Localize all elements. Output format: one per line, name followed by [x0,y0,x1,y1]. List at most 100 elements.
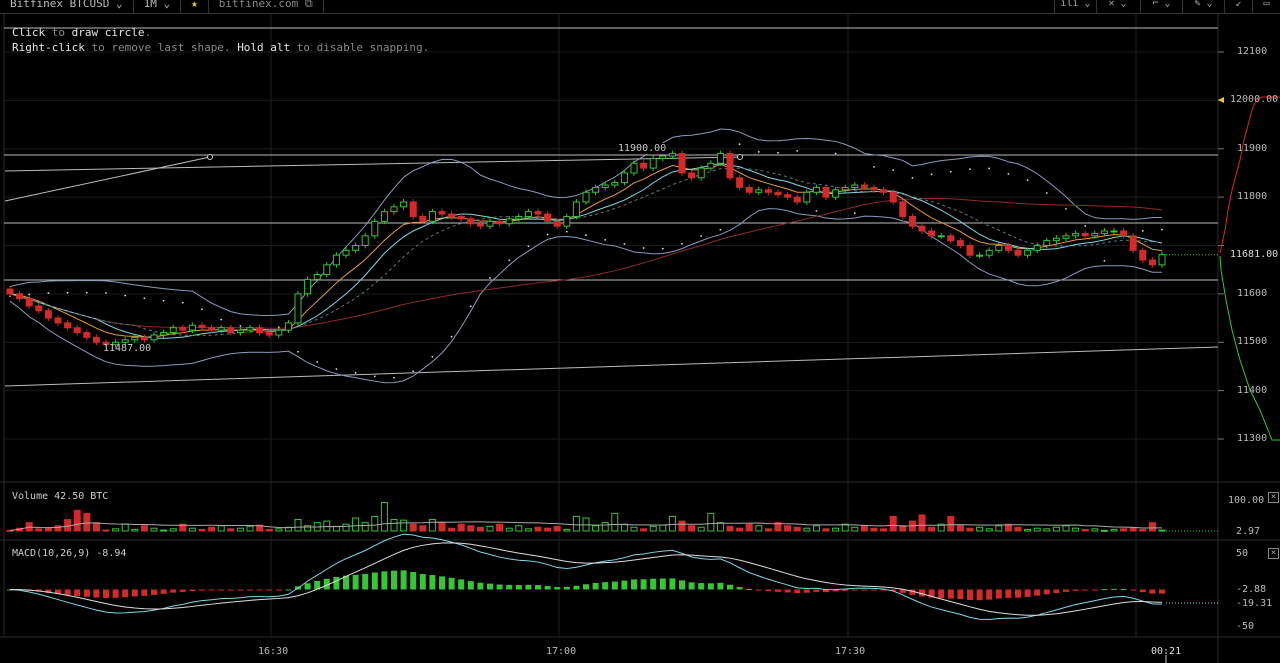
candle [25,298,33,307]
macd-histogram-bar [227,589,234,591]
site-link[interactable]: bitfinex.com ⧉ [209,0,324,14]
drawing-hint: Click to draw circle. Right-click to rem… [12,26,430,54]
macd-histogram-bar [515,585,522,590]
sar-dot [661,247,664,250]
candle [947,235,955,242]
volume-bar [1100,529,1108,532]
close-macd-icon[interactable]: × [1268,548,1279,559]
sar-dot [489,277,491,279]
volume-tick: 2.97 [1236,526,1261,537]
macd-histogram-bar [179,589,186,592]
candle [313,274,321,280]
macd-histogram-bar [707,583,714,590]
volume-bar [457,523,465,532]
volume-bar [409,523,417,532]
candle [188,324,196,331]
macd-histogram-bar [1015,589,1021,598]
chevron-down-icon: ⌄ [1206,0,1213,9]
favorite-star-icon[interactable]: ★ [181,0,209,14]
drawn-line [4,156,741,172]
chart-type-button[interactable]: ılı ⌄ [1054,0,1096,14]
candle [179,327,187,331]
volume-bar [630,526,638,532]
candle [1072,232,1080,237]
fullscreen-button[interactable]: ↙ [1224,0,1252,14]
macd-histogram-bar [659,578,666,590]
candle [899,201,907,217]
volume-bar [496,523,504,532]
volume-bar [352,517,360,532]
volume-bar [1120,528,1128,532]
candle [1091,232,1099,237]
candle [342,249,350,256]
macd-histogram-bar [93,589,100,598]
chevron-down-icon: ⌄ [1164,0,1171,9]
sar-dot [988,167,991,170]
pen-button[interactable]: ✎ ⌄ [1182,0,1224,14]
macd-histogram-bar [967,589,973,600]
macd-histogram-bar [170,589,177,593]
volume-bar [678,520,686,532]
candle [889,191,897,203]
sar-dot [585,234,587,236]
macd-tick: -2.88 [1236,584,1267,595]
macd-histogram-bar [487,583,493,590]
screenshot-button[interactable]: ▭ [1252,0,1280,14]
volume-bar [668,515,676,532]
bollinger-lower [9,208,1163,384]
depth-asks [1219,96,1280,254]
macd-histogram-bar [919,589,925,597]
macd-histogram-bar [467,581,474,590]
candle [745,186,753,193]
candle [563,215,571,227]
volume-bar [1158,529,1166,532]
close-volume-icon[interactable]: × [1268,492,1279,503]
macd-histogram-bar [333,576,340,590]
timeframe-selector[interactable]: 1M ⌄ [134,0,182,14]
macd-histogram-bar [419,574,426,590]
macd-histogram-bar [1034,589,1041,596]
macd-histogram-bar [602,582,609,590]
volume-bar [784,525,792,532]
drawing-tools-button[interactable]: ⌐ ⌄ [1140,0,1182,14]
macd-histogram-bar [957,589,964,600]
macd-histogram-bar [458,579,465,590]
volume-bar [208,526,216,532]
candle [736,177,744,188]
macd-histogram-bar [439,576,445,590]
volume-bar [937,523,945,532]
macd-histogram-bar [995,589,1002,599]
volume-bar [966,527,974,532]
volume-bar [160,529,168,532]
macd-histogram-bar [909,589,916,595]
candle [131,336,139,341]
volume-bar [169,528,177,532]
candle [16,293,24,300]
volume-bar [688,525,696,532]
macd-histogram-bar [573,585,580,590]
volume-bar [697,526,705,532]
candle [486,220,494,227]
volume-bar [524,528,532,532]
macd-histogram-bar [343,575,349,590]
volume-bar [102,529,110,532]
candle [467,218,475,225]
volume-title: Volume 42.50 BTC [12,491,109,502]
candle [438,211,446,215]
macd-histogram-bar [1005,589,1012,598]
volume-bar [947,515,955,532]
indicators-button[interactable]: ✕ ⌄ [1096,0,1138,14]
sar-dot [66,291,69,294]
macd-histogram-bar [1111,588,1117,590]
symbol-selector[interactable]: Bitfinex BTCUSD ⌄ [0,0,134,14]
macd-histogram-bar [1101,589,1108,591]
macd-histogram-bar [314,580,321,590]
candle [304,278,312,295]
volume-bar [361,522,369,532]
candle [371,220,379,237]
candle [1052,237,1060,242]
candle [92,336,100,343]
volume-bar [544,527,552,532]
candle [150,334,158,341]
